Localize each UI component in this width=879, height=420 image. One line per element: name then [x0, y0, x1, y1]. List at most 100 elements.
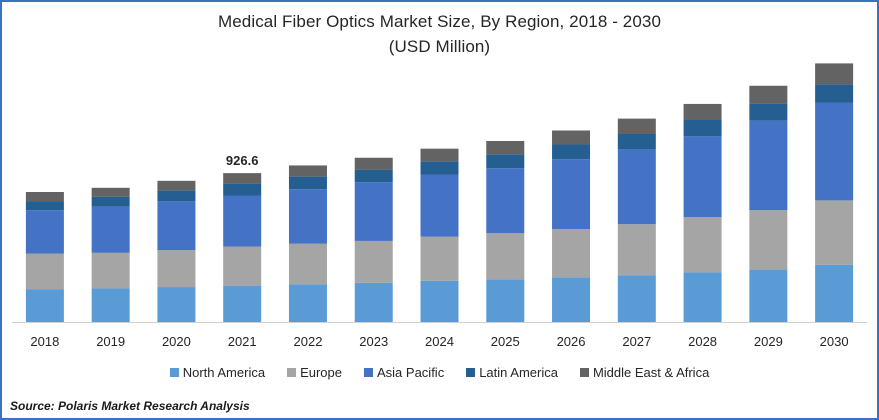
bar-2027-asia-pacific — [617, 149, 656, 225]
bar-2025-middle-east-africa — [486, 140, 525, 155]
bar-2019-north-america — [91, 288, 130, 322]
bar-2027-europe — [617, 224, 656, 276]
x-tick-label-2020: 2020 — [162, 334, 191, 349]
bar-2029-north-america — [749, 269, 788, 322]
bar-2024-middle-east-africa — [420, 148, 459, 162]
bar-2027-latin-america — [617, 133, 656, 150]
bar-2021-europe — [223, 246, 262, 286]
x-tick-label-2024: 2024 — [425, 334, 454, 349]
bar-2025-north-america — [486, 279, 525, 322]
legend-swatch — [364, 368, 373, 377]
bar-2029-latin-america — [749, 103, 788, 121]
chart-subtitle: (USD Million) — [388, 37, 491, 56]
bar-2029-middle-east-africa — [749, 85, 788, 104]
bar-2027-middle-east-africa — [617, 118, 656, 134]
bar-2024-latin-america — [420, 161, 459, 175]
legend-label: Europe — [300, 365, 342, 380]
bar-2022-europe — [288, 243, 327, 285]
legend-label: Latin America — [479, 365, 558, 380]
bar-2028-latin-america — [683, 120, 722, 137]
bar-2021-middle-east-africa — [223, 173, 262, 184]
bar-2025-latin-america — [486, 154, 525, 169]
x-tick-label-2018: 2018 — [30, 334, 59, 349]
bar-2026-europe — [552, 229, 591, 278]
legend-item-asia-pacific: Asia Pacific — [364, 365, 444, 380]
bar-2025-asia-pacific — [486, 168, 525, 234]
bar-2026-middle-east-africa — [552, 130, 591, 145]
x-tick-label-2022: 2022 — [294, 334, 323, 349]
x-tick-label-2030: 2030 — [820, 334, 849, 349]
source-note: Source: Polaris Market Research Analysis — [10, 399, 250, 413]
bar-2026-north-america — [552, 277, 591, 322]
bar-2026-latin-america — [552, 144, 591, 160]
chart-title: Medical Fiber Optics Market Size, By Reg… — [217, 12, 662, 31]
bar-2022-latin-america — [288, 176, 327, 190]
bar-2019-latin-america — [91, 196, 130, 207]
data-label-2021: 926.6 — [226, 153, 259, 168]
bar-2018-middle-east-africa — [25, 192, 64, 202]
bar-2030-europe — [815, 200, 854, 265]
legend-item-latin-america: Latin America — [466, 365, 558, 380]
bar-2026-asia-pacific — [552, 159, 591, 230]
bar-2030-middle-east-africa — [815, 63, 854, 85]
bar-2024-europe — [420, 236, 459, 281]
bar-2021-north-america — [223, 285, 262, 322]
x-tick-label-2025: 2025 — [491, 334, 520, 349]
bar-2022-asia-pacific — [288, 189, 327, 244]
legend-label: Asia Pacific — [377, 365, 445, 380]
x-tick-label-2028: 2028 — [688, 334, 717, 349]
bar-2025-europe — [486, 233, 525, 280]
legend-swatch — [579, 368, 589, 377]
bar-2028-north-america — [683, 272, 722, 322]
bar-2023-latin-america — [354, 169, 393, 183]
bar-2029-asia-pacific — [749, 120, 788, 211]
bar-2029-europe — [749, 210, 788, 270]
bar-2030-north-america — [815, 264, 854, 322]
bar-2030-asia-pacific — [815, 102, 854, 201]
x-tick-label-2026: 2026 — [557, 334, 586, 349]
bar-2022-middle-east-africa — [288, 165, 327, 177]
legend-swatch — [466, 368, 476, 377]
legend-swatch — [287, 368, 297, 377]
bar-2018-asia-pacific — [25, 210, 64, 254]
bar-2018-north-america — [25, 289, 64, 322]
bar-2019-middle-east-africa — [91, 187, 130, 197]
bar-2018-latin-america — [25, 201, 64, 211]
legend-item-middle-east-africa: Middle East & Africa — [579, 365, 710, 380]
bar-2020-middle-east-africa — [157, 180, 196, 191]
bar-2018-europe — [25, 253, 64, 290]
bar-2023-north-america — [354, 282, 393, 322]
chart-legend: North America Europe Asia Pacific Latin Ame… — [2, 365, 877, 380]
bar-2023-asia-pacific — [354, 182, 393, 241]
bar-2028-europe — [683, 217, 722, 273]
bar-2024-asia-pacific — [420, 174, 459, 237]
legend-swatch — [169, 368, 179, 377]
bar-2028-middle-east-africa — [683, 103, 722, 121]
bar-2021-latin-america — [223, 183, 262, 196]
bar-2020-europe — [157, 250, 196, 288]
bar-2023-middle-east-africa — [354, 157, 393, 170]
bar-2022-north-america — [288, 284, 327, 322]
bar-2019-asia-pacific — [91, 206, 130, 253]
bar-2030-latin-america — [815, 84, 854, 103]
bar-2020-latin-america — [157, 190, 196, 202]
x-tick-label-2019: 2019 — [96, 334, 125, 349]
x-tick-label-2021: 2021 — [228, 334, 257, 349]
bar-2027-north-america — [617, 275, 656, 322]
legend-label: Middle East & Africa — [592, 365, 710, 380]
bar-2020-north-america — [157, 287, 196, 322]
x-tick-label-2023: 2023 — [359, 334, 388, 349]
legend-item-north-america: North America — [169, 365, 266, 380]
x-tick-label-2029: 2029 — [754, 334, 783, 349]
bar-2023-europe — [354, 240, 393, 283]
legend-item-europe: Europe — [287, 365, 342, 380]
legend-label: North America — [182, 365, 266, 380]
bar-2028-asia-pacific — [683, 136, 722, 218]
bar-2019-europe — [91, 252, 130, 289]
bar-2021-asia-pacific — [223, 195, 262, 247]
x-tick-label-2027: 2027 — [622, 334, 651, 349]
bar-2020-asia-pacific — [157, 201, 196, 251]
bar-2024-north-america — [420, 280, 459, 322]
